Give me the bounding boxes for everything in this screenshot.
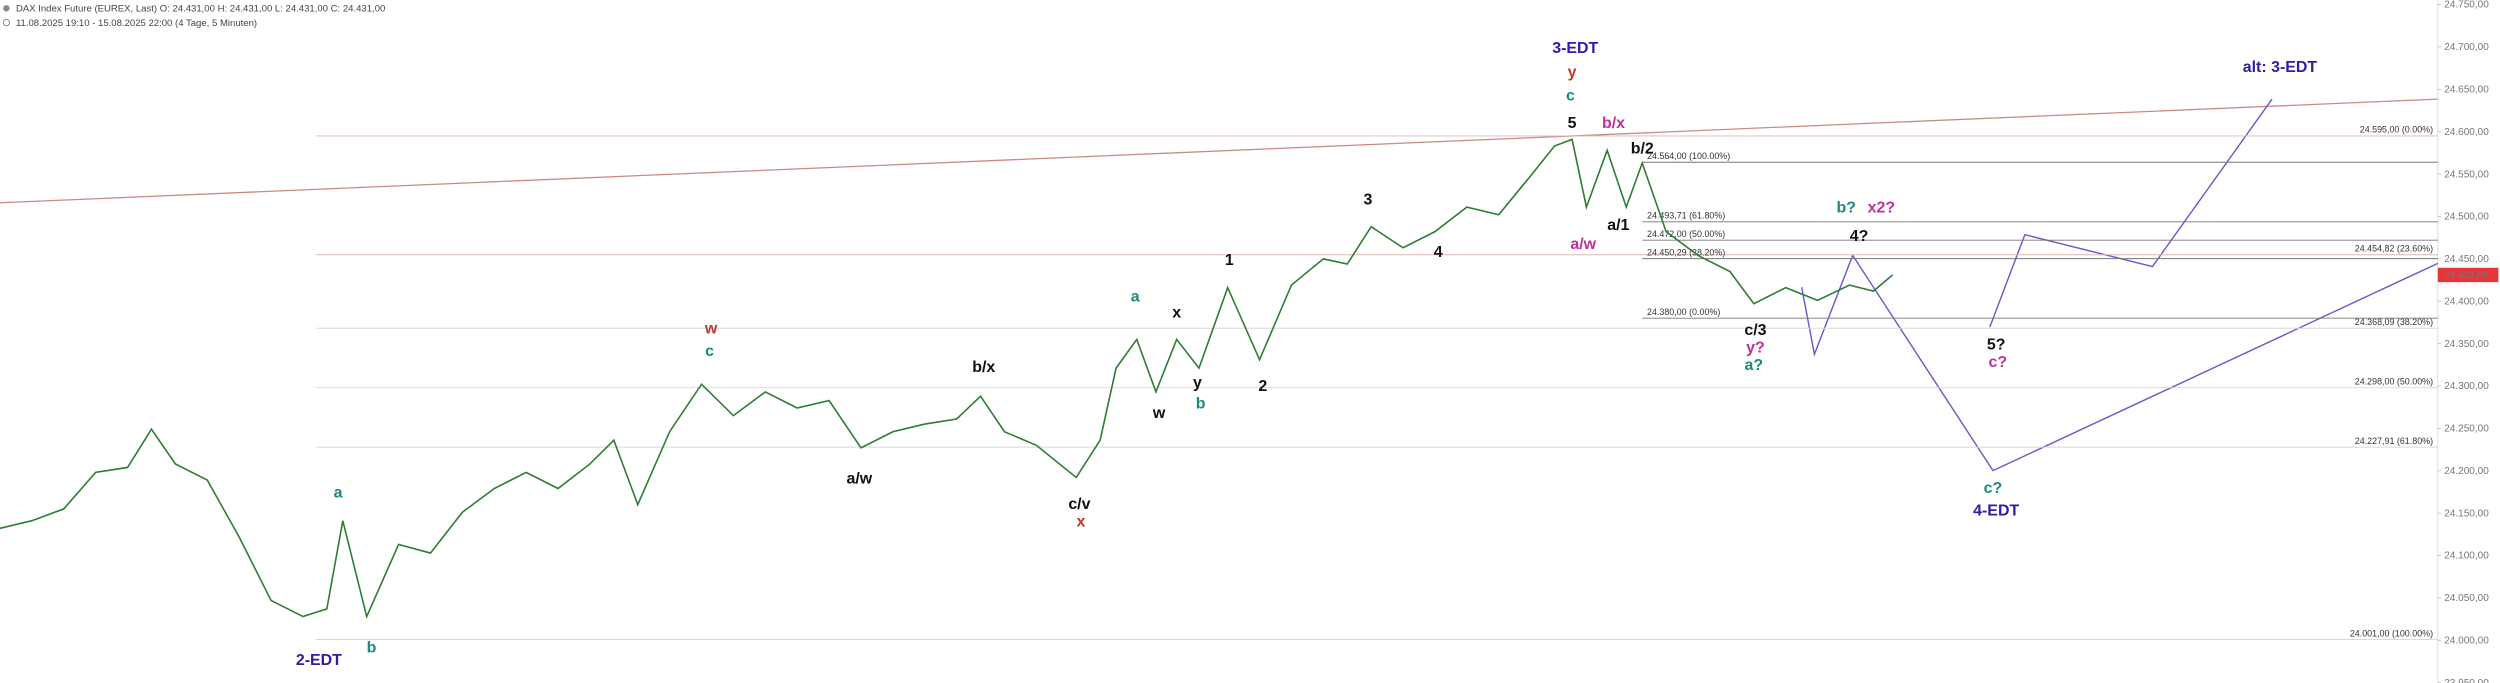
wave-label: 2 [1258, 378, 1267, 395]
y-tick-label: 24.550,00 [2444, 169, 2489, 180]
last-price-label: 24.431,00 [2444, 270, 2489, 281]
projection-path [1800, 253, 2439, 472]
projection-path [1989, 98, 2273, 328]
wave-label: x2? [1868, 199, 1895, 216]
wave-label: a [334, 485, 343, 502]
y-tick-label: 24.250,00 [2444, 424, 2489, 435]
level-label: 24.227,91 (61.80%) [2355, 436, 2433, 446]
level-label: 24.001,00 (100.00%) [2350, 628, 2433, 638]
wave-label: a [1131, 289, 1140, 306]
y-tick-label: 23.950,00 [2444, 678, 2489, 683]
wave-label: y [1568, 64, 1577, 81]
level-label: 24.472,00 (50.00%) [1647, 229, 1725, 239]
y-tick-label: 24.000,00 [2444, 636, 2489, 647]
y-tick-label: 24.200,00 [2444, 466, 2489, 477]
wave-label: y? [1746, 340, 1765, 357]
wave-label: 3-EDT [1552, 40, 1598, 57]
wave-label: a? [1745, 357, 1764, 374]
wave-label: c/3 [1744, 322, 1766, 339]
trend-line [0, 98, 2438, 204]
y-tick-label: 24.400,00 [2444, 296, 2489, 307]
price-line [0, 138, 1894, 619]
wave-label: c [1566, 88, 1575, 105]
y-tick-label: 24.100,00 [2444, 551, 2489, 562]
wave-label: c? [1984, 480, 2003, 497]
wave-label: a/1 [1607, 217, 1629, 234]
wave-label: b? [1837, 199, 1856, 216]
wave-label: 4? [1850, 228, 1869, 245]
y-tick-label: 24.750,00 [2444, 0, 2489, 11]
level-label: 24.493,71 (61.80%) [1647, 211, 1725, 221]
wave-label: 5 [1568, 115, 1577, 132]
y-tick-label: 24.650,00 [2444, 84, 2489, 95]
wave-label: a/w [1570, 236, 1596, 253]
level-label: 24.595,00 (0.00%) [2360, 125, 2433, 135]
level-label: 24.450,29 (38.20%) [1647, 247, 1725, 257]
symbol-icon [3, 5, 10, 12]
wave-label: 3 [1364, 191, 1373, 208]
wave-label: c [705, 343, 714, 360]
y-tick-label: 24.350,00 [2444, 339, 2489, 350]
wave-label: b/x [1602, 115, 1625, 132]
wave-label: b/x [972, 359, 995, 376]
wave-label: b [1196, 395, 1206, 412]
wave-label: 4 [1434, 244, 1443, 261]
wave-label: x [1077, 513, 1086, 530]
wave-label: c? [1988, 354, 2007, 371]
wave-label: b [367, 639, 377, 656]
y-tick-label: 24.700,00 [2444, 42, 2489, 53]
wave-label: w [704, 321, 718, 338]
level-label: 24.368,09 (38.20%) [2355, 317, 2433, 327]
y-tick-label: 24.150,00 [2444, 508, 2489, 519]
y-tick-label: 24.450,00 [2444, 254, 2489, 265]
clock-icon [2, 18, 11, 27]
y-tick-label: 24.600,00 [2444, 127, 2489, 138]
level-label: 24.298,00 (50.00%) [2355, 377, 2433, 387]
chart-subtitle: 11.08.2025 19:10 - 15.08.2025 22:00 (4 T… [16, 18, 257, 29]
wave-label: x [1172, 305, 1181, 322]
wave-label: b/2 [1631, 140, 1654, 157]
wave-label: w [1152, 405, 1166, 422]
wave-label: 4-EDT [1973, 502, 2019, 519]
wave-label: c/v [1068, 496, 1090, 513]
wave-label: y [1193, 375, 1202, 392]
wave-label: 2-EDT [296, 652, 342, 669]
level-label: 24.380,00 (0.00%) [1647, 307, 1720, 317]
wave-label: 1 [1225, 252, 1234, 269]
wave-label: 5? [1987, 336, 2006, 353]
y-tick-label: 24.500,00 [2444, 212, 2489, 223]
wave-label: alt: 3-EDT [2243, 59, 2318, 76]
y-tick-label: 24.300,00 [2444, 381, 2489, 392]
level-label: 24.454,82 (23.60%) [2355, 244, 2433, 254]
last-price-tag [2437, 267, 2499, 283]
level-label: 24.564,00 (100.00%) [1647, 151, 1730, 161]
chart-title: DAX Index Future (EUREX, Last) O: 24.431… [16, 3, 385, 14]
y-tick-label: 24.050,00 [2444, 593, 2489, 604]
wave-label: a/w [847, 470, 873, 487]
